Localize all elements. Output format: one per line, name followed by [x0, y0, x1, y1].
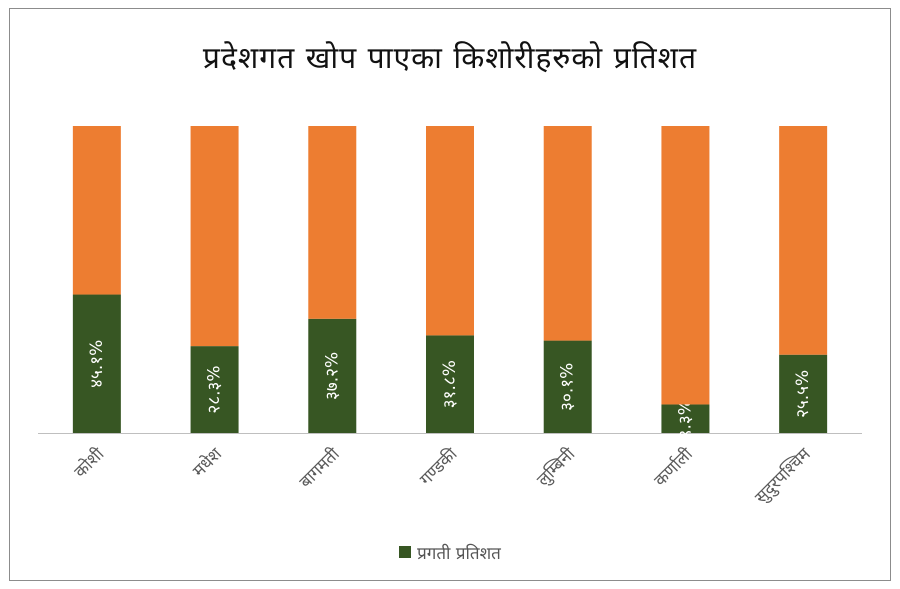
bar-progress-2: [190, 346, 239, 433]
bar-remaining-2: [190, 126, 239, 347]
data-label-2: २८.३%: [205, 366, 225, 414]
category-label-3: बागमती: [295, 443, 344, 492]
legend-swatch-progress: [399, 546, 412, 558]
bar-remaining-5: [543, 126, 592, 341]
bar-remaining-3: [308, 126, 357, 319]
bar-remaining-6: [661, 126, 710, 405]
bar-progress-6: [661, 404, 710, 433]
legend-label-progress: प्रगती प्रतिशत: [417, 544, 501, 564]
data-label-4: ३१.८%: [440, 360, 460, 408]
data-label-1: ४५.१%: [87, 340, 107, 388]
bar-progress-7: [779, 354, 828, 433]
legend: प्रगती प्रतिशत: [0, 541, 900, 564]
data-label-6: ९.३%: [675, 399, 695, 438]
bar-remaining-7: [779, 126, 828, 355]
bar-progress-1: [72, 294, 121, 433]
bar-progress-5: [543, 340, 592, 433]
category-label-6: कर्णाली: [650, 443, 698, 491]
chart-title: प्रदेशगत खोप पाएका किशोरीहरुको प्रतिशत: [202, 41, 698, 76]
bar-remaining-4: [426, 126, 474, 336]
data-label-7: २५.५%: [793, 370, 813, 418]
category-label-5: लुम्बिनी: [533, 443, 580, 490]
category-label-2: मधेश: [188, 443, 226, 481]
bar-remaining-1: [72, 126, 121, 295]
bar-progress-3: [308, 318, 357, 433]
data-label-3: ३७.२%: [322, 352, 342, 400]
bar-progress-4: [426, 335, 474, 433]
data-label-5: ३०.१%: [558, 363, 578, 411]
category-label-4: गण्डकी: [415, 443, 462, 490]
category-label-7: सुदुरपश्चिम: [751, 443, 816, 508]
category-label-1: कोशी: [70, 443, 109, 482]
